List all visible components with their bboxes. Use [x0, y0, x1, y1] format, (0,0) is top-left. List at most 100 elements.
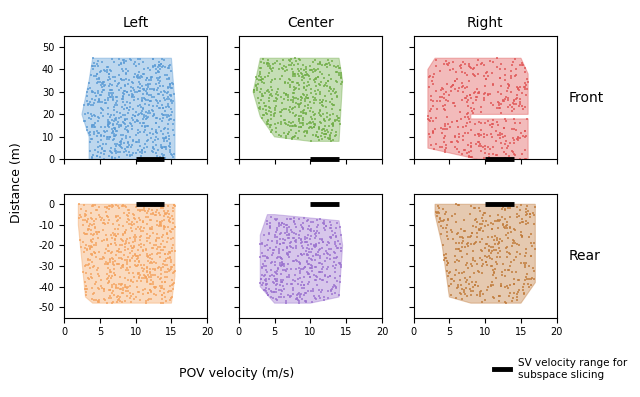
Point	[293, 216, 303, 222]
Point	[262, 87, 273, 93]
Point	[149, 291, 159, 297]
Point	[297, 74, 307, 81]
Point	[168, 81, 179, 87]
Point	[287, 229, 297, 235]
Point	[328, 282, 339, 289]
Point	[165, 254, 175, 261]
Point	[295, 261, 305, 267]
Point	[311, 132, 321, 138]
Point	[110, 126, 120, 132]
Point	[505, 251, 515, 258]
Point	[502, 283, 512, 289]
Point	[469, 106, 479, 112]
Point	[487, 256, 497, 262]
Point	[279, 220, 289, 227]
Point	[86, 222, 97, 228]
Point	[115, 139, 125, 145]
Point	[111, 242, 121, 249]
Point	[264, 69, 275, 76]
Point	[305, 123, 315, 130]
Point	[503, 205, 513, 211]
Point	[326, 234, 336, 241]
Point	[264, 95, 274, 102]
Point	[319, 218, 329, 224]
Point	[485, 91, 495, 97]
Point	[146, 259, 156, 266]
Point	[451, 69, 461, 75]
Point	[147, 289, 157, 295]
Point	[484, 243, 494, 249]
Point	[302, 260, 312, 267]
Point	[151, 119, 161, 126]
Point	[457, 286, 467, 293]
Point	[134, 143, 145, 149]
Point	[271, 270, 282, 277]
Point	[327, 100, 337, 107]
Point	[134, 88, 145, 94]
Point	[132, 283, 142, 290]
Point	[266, 66, 276, 72]
Point	[518, 106, 529, 112]
Point	[285, 77, 295, 83]
Point	[520, 65, 531, 71]
Point	[127, 115, 138, 121]
Point	[150, 272, 161, 278]
Point	[137, 275, 147, 281]
Point	[499, 149, 509, 156]
Point	[327, 120, 337, 127]
Point	[150, 203, 160, 209]
Point	[529, 240, 540, 247]
Point	[134, 275, 144, 281]
Point	[272, 240, 282, 247]
Point	[81, 208, 92, 214]
Point	[312, 134, 323, 140]
Point	[442, 126, 452, 132]
Point	[264, 220, 275, 226]
Point	[154, 91, 164, 97]
Point	[86, 210, 96, 216]
Point	[450, 78, 460, 85]
Point	[292, 80, 303, 86]
Point	[495, 135, 505, 141]
Point	[448, 59, 458, 66]
Point	[319, 220, 330, 226]
Point	[459, 269, 469, 275]
Point	[166, 85, 176, 91]
Point	[141, 300, 151, 306]
Point	[288, 99, 298, 105]
Point	[326, 138, 336, 144]
Point	[156, 285, 166, 291]
Point	[308, 121, 319, 127]
Point	[109, 237, 120, 243]
Point	[148, 111, 159, 118]
Point	[260, 253, 270, 260]
Point	[271, 125, 281, 131]
Point	[161, 135, 172, 141]
Point	[488, 150, 498, 157]
Point	[441, 97, 451, 104]
Point	[333, 292, 344, 299]
Point	[454, 239, 464, 246]
Point	[153, 135, 163, 142]
Point	[83, 110, 93, 116]
Point	[117, 256, 127, 262]
Point	[138, 268, 148, 274]
Point	[123, 123, 133, 129]
Point	[520, 128, 530, 135]
Point	[108, 128, 118, 135]
Point	[120, 244, 131, 251]
Point	[484, 150, 494, 157]
Point	[105, 256, 115, 262]
Point	[461, 123, 471, 129]
Point	[129, 221, 139, 227]
Point	[271, 103, 281, 110]
Point	[296, 282, 306, 289]
Point	[266, 259, 276, 266]
Point	[146, 211, 156, 218]
Point	[128, 245, 138, 252]
Point	[458, 59, 468, 66]
Point	[470, 240, 481, 247]
Point	[84, 80, 94, 87]
Point	[315, 100, 325, 106]
Point	[105, 114, 115, 120]
